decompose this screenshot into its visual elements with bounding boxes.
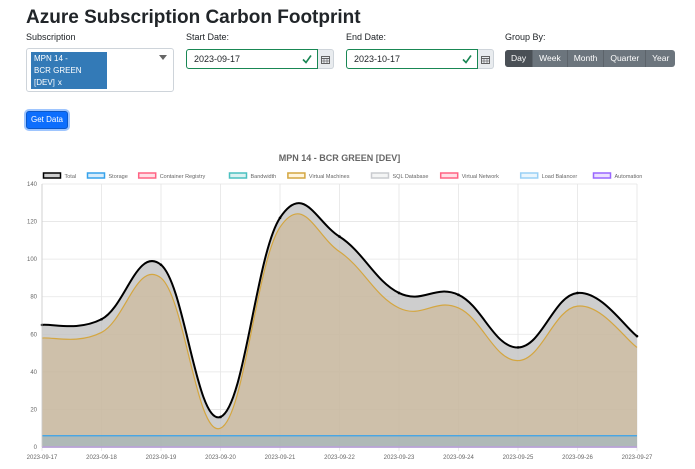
- subscription-select[interactable]: MPN 14 - BCR GREEN [DEV] x: [26, 48, 174, 92]
- subscription-chip-line1: MPN 14 -: [34, 54, 68, 63]
- subscription-chip-line2: BCR GREEN: [34, 66, 82, 75]
- legend-swatch[interactable]: [86, 172, 106, 179]
- series-line-virtual-machines[interactable]: [41, 213, 638, 429]
- check-icon: [462, 55, 472, 64]
- x-tick-label: 2023-09-21: [265, 455, 296, 461]
- y-tick-label: 0: [34, 445, 38, 451]
- legend-swatch[interactable]: [228, 172, 248, 179]
- start-date-calendar-button[interactable]: [318, 49, 334, 69]
- end-date-group: 2023-10-17: [346, 49, 494, 69]
- legend-label[interactable]: Automation: [615, 174, 643, 180]
- y-tick-label: 120: [27, 220, 38, 226]
- get-data-button[interactable]: Get Data: [26, 111, 68, 129]
- group-by-toggle: Day Week Month Quarter Year: [505, 50, 676, 67]
- calendar-icon: [321, 55, 330, 64]
- subscription-chip-line3: [DEV]: [34, 78, 55, 87]
- end-date-value: 2023-10-17: [354, 54, 401, 64]
- legend-label[interactable]: Bandwidth: [251, 174, 277, 180]
- legend-swatch[interactable]: [370, 172, 390, 179]
- x-tick-label: 2023-09-26: [562, 455, 593, 461]
- x-tick-label: 2023-09-25: [503, 455, 534, 461]
- x-tick-label: 2023-09-17: [27, 455, 58, 461]
- x-tick-label: 2023-09-19: [146, 455, 177, 461]
- group-by-week-button[interactable]: Week: [533, 50, 568, 67]
- legend-swatch[interactable]: [519, 172, 539, 179]
- y-tick-label: 100: [27, 257, 38, 263]
- x-tick-label: 2023-09-27: [622, 455, 653, 461]
- start-date-input[interactable]: 2023-09-17: [186, 49, 318, 69]
- data-point-total[interactable]: [219, 415, 222, 419]
- y-tick-label: 40: [30, 370, 37, 376]
- legend-swatch[interactable]: [439, 172, 459, 179]
- legend-swatch[interactable]: [287, 172, 306, 179]
- start-date-group: 2023-09-17: [186, 49, 334, 69]
- chip-remove-icon[interactable]: x: [57, 78, 62, 87]
- group-by-day-button[interactable]: Day: [505, 50, 534, 67]
- subscription-chip[interactable]: MPN 14 - BCR GREEN [DEV] x: [31, 52, 107, 89]
- check-icon: [302, 55, 312, 64]
- subscription-label: Subscription: [26, 32, 76, 42]
- calendar-icon: [481, 55, 490, 64]
- legend-swatch[interactable]: [592, 172, 612, 179]
- group-by-month-button[interactable]: Month: [568, 50, 605, 67]
- x-tick-label: 2023-09-24: [443, 455, 474, 461]
- start-date-label: Start Date:: [186, 32, 230, 42]
- y-tick-label: 60: [30, 332, 37, 338]
- data-point-total[interactable]: [278, 216, 282, 220]
- series-area-virtual-machines: [42, 213, 637, 447]
- legend-label[interactable]: Load Balancer: [542, 174, 578, 180]
- legend-swatch[interactable]: [137, 172, 157, 179]
- x-tick-label: 2023-09-20: [205, 455, 236, 461]
- legend-label[interactable]: Virtual Machines: [309, 174, 350, 180]
- series-line-total[interactable]: [41, 202, 638, 418]
- group-by-year-button[interactable]: Year: [652, 53, 670, 63]
- start-date-value: 2023-09-17: [194, 54, 241, 64]
- group-by-quarter-button[interactable]: Quarter: [604, 50, 647, 67]
- x-tick-label: 2023-09-23: [384, 455, 415, 461]
- legend-label[interactable]: Storage: [109, 174, 128, 180]
- end-date-label: End Date:: [346, 32, 387, 42]
- legend-label[interactable]: SQL Database: [393, 174, 429, 180]
- legend-label[interactable]: Total: [65, 174, 77, 180]
- legend-swatch[interactable]: [42, 172, 62, 179]
- subscription-chip-line3-row: [DEV] x: [34, 77, 104, 89]
- legend-label[interactable]: Container Registry: [160, 174, 206, 180]
- y-tick-label: 80: [30, 295, 37, 301]
- y-tick-label: 140: [27, 182, 38, 188]
- group-by-label: Group By:: [505, 32, 546, 42]
- data-point-total[interactable]: [576, 291, 579, 295]
- chart-title: MPN 14 - BCR GREEN [DEV]: [279, 153, 401, 163]
- data-point-total[interactable]: [635, 334, 639, 338]
- data-point-total[interactable]: [397, 291, 401, 295]
- data-point-total[interactable]: [516, 346, 520, 349]
- end-date-calendar-button[interactable]: [478, 49, 494, 69]
- data-point-total[interactable]: [100, 317, 103, 321]
- page-title: Azure Subscription Carbon Footprint: [26, 7, 361, 28]
- legend-label[interactable]: Virtual Network: [462, 174, 499, 180]
- end-date-input[interactable]: 2023-10-17: [346, 49, 478, 69]
- y-tick-label: 20: [30, 407, 37, 413]
- data-point-total[interactable]: [457, 293, 460, 297]
- data-point-total[interactable]: [159, 263, 163, 267]
- data-point-total[interactable]: [338, 235, 341, 238]
- series-area-storage: [42, 435, 637, 447]
- chevron-down-icon[interactable]: [159, 55, 167, 60]
- x-tick-label: 2023-09-18: [86, 455, 117, 461]
- x-tick-label: 2023-09-22: [324, 455, 355, 461]
